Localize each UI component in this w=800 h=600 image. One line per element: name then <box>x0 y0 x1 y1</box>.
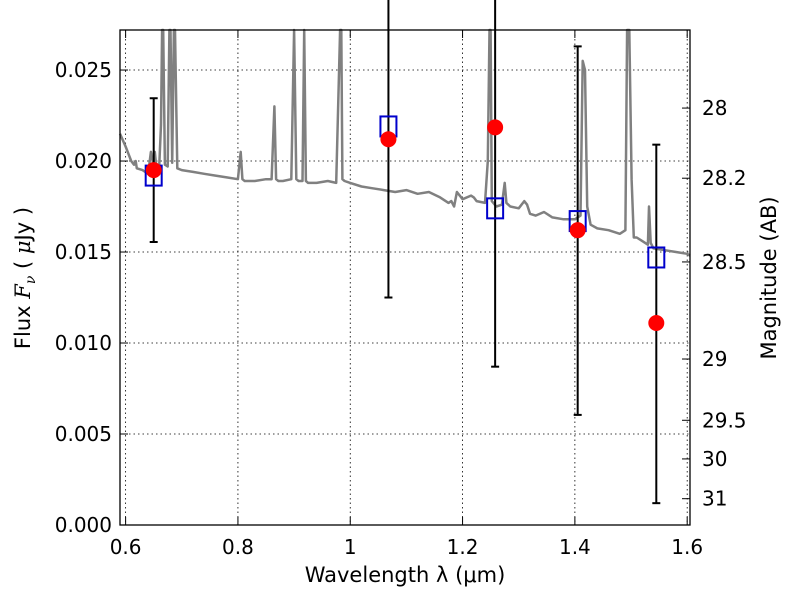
observed-point-layer <box>145 119 665 331</box>
right-tick-label: 31 <box>702 487 727 511</box>
right-tick-label: 29.5 <box>702 408 747 432</box>
observed-point <box>380 131 397 148</box>
model-band-marker <box>647 246 666 269</box>
model-spectrum-line <box>118 28 691 257</box>
y-label-unit: Jy ) <box>11 207 35 243</box>
plot-frame <box>119 29 691 526</box>
grid <box>120 30 690 526</box>
observed-point <box>648 314 665 331</box>
y-tick-label: 0.025 <box>55 58 112 82</box>
x-tick-label: 1 <box>344 535 357 559</box>
right-tick-label: 28.5 <box>702 250 747 274</box>
y-axis-label: Flux Fν ( μJy ) <box>11 207 39 349</box>
right-tick-label: 28 <box>702 96 727 120</box>
x-tick-label: 1.6 <box>671 535 703 559</box>
x-tick-label: 0.8 <box>222 535 254 559</box>
observed-point <box>569 222 586 239</box>
y-label-prefix: Flux <box>11 299 35 349</box>
y-tick-label: 0.020 <box>55 149 112 173</box>
x-tick-label: 1.4 <box>559 535 591 559</box>
x-tick-label: 0.6 <box>110 535 142 559</box>
y-label-mu: μ <box>11 240 35 254</box>
y-label-symbol: F <box>11 283 35 300</box>
x-tick-label: 1.2 <box>447 535 479 559</box>
right-axis-label: Magnitude (AB) <box>757 196 781 359</box>
observed-point <box>145 162 162 179</box>
y-tick-label: 0.005 <box>55 422 112 446</box>
model-band-marker <box>486 197 505 220</box>
observed-point <box>487 119 504 136</box>
model-spectrum-layer <box>118 28 691 257</box>
right-tick-label: 29 <box>702 347 727 371</box>
y-label-subscript: ν <box>23 275 39 284</box>
x-axis-label: Wavelength λ (μm) <box>305 563 506 587</box>
y-tick-label: 0.010 <box>55 331 112 355</box>
y-tick-label: 0.015 <box>55 240 112 264</box>
right-tick-label: 28.2 <box>702 166 747 190</box>
y-label-open: ( <box>11 254 35 276</box>
axis-ticks: 0.6 0.8 1 1.2 1.4 1.6 0.000 0.005 0.010 0.015 0.02… <box>55 30 747 559</box>
right-tick-label: 30 <box>702 447 727 471</box>
y-tick-label: 0.000 <box>55 513 112 537</box>
